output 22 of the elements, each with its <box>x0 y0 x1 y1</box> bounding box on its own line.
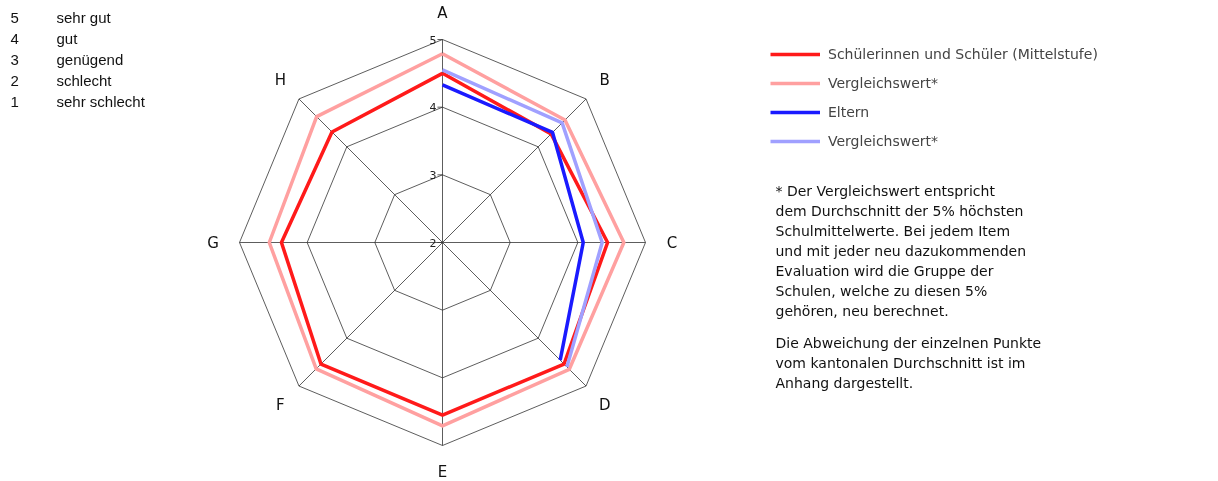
text: 4 gut <box>10 29 78 47</box>
spoke-label: G <box>207 233 219 252</box>
text: Die Abweichung der einzelnen Punkte vom kantonalen Durchschnitt ist im Anhang dargestellt. <box>775 334 1042 391</box>
text: 3 genügend <box>10 50 124 68</box>
text: * Der Vergleichswert entspricht dem Durchschnitt der 5% höchsten Schulmittelwerte. Bei jedem Item und mit jeder neu dazukommenden Evaluation wird die Gruppe der Schulen, welche zu diesen 5% gehören, neu berechnet. <box>775 182 1027 319</box>
y-tick-label: 3 <box>429 168 437 182</box>
legend-label: Vergleichswert* <box>828 75 939 91</box>
spoke-label: C <box>666 233 678 252</box>
spoke-label: A <box>437 4 449 23</box>
y-tick-label: 4 <box>429 101 437 115</box>
y-tick-label: 5 <box>429 33 437 47</box>
spoke-label: E <box>437 462 448 481</box>
spoke-label: D <box>598 395 611 414</box>
spoke-label: F <box>275 395 285 414</box>
spoke-label: H <box>274 71 286 90</box>
legend-label: Schülerinnen und Schüler (Mittelstufe) <box>828 46 1098 62</box>
legend-label: Eltern <box>828 104 870 120</box>
text: 2 schlecht <box>10 71 112 89</box>
text: 1 sehr schlecht <box>10 92 145 110</box>
text: 5 sehr gut <box>10 8 111 26</box>
spoke-label: B <box>599 71 610 90</box>
legend-label: Vergleichswert* <box>828 133 939 149</box>
